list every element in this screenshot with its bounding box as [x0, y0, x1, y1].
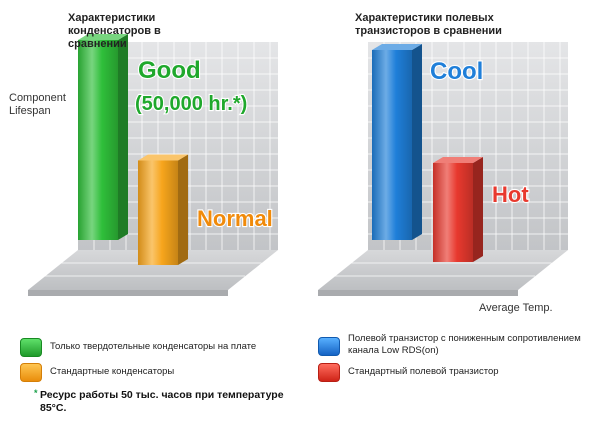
legend-item-solid-caps: Только твердотельные конденсаторы на пла…	[20, 338, 310, 357]
legend-item-standard-caps: Стандартные конденсаторы	[20, 363, 310, 382]
bar-standard-fet	[433, 163, 473, 262]
bar-solid-caps	[78, 40, 118, 240]
capacitor-y-axis-label: Component Lifespan	[9, 92, 79, 118]
red-swatch	[318, 363, 340, 382]
footnote-text: Ресурс работы 50 тыс. часов при температ…	[40, 389, 284, 414]
mosfet-x-axis-label: Average Temp.	[479, 302, 553, 315]
legend-item-standard-fet: Стандартный полевой транзистор	[318, 363, 598, 382]
bar-solid-caps-side	[118, 34, 128, 240]
legend-label: Стандартные конденсаторы	[50, 363, 174, 378]
orange-swatch	[20, 363, 42, 382]
label-hot: Hot	[492, 182, 529, 207]
panel-floor-edge	[318, 290, 518, 296]
bar-standard-fet-side	[473, 157, 483, 262]
capacitor-chart-title: Характеристики конденсаторов в сравнении	[68, 12, 208, 51]
panel-floor-edge	[28, 290, 228, 296]
label-cool: Cool	[430, 58, 483, 85]
legend-label: Только твердотельные конденсаторы на пла…	[50, 338, 256, 353]
bar-standard-caps-side	[178, 155, 188, 266]
legend-item-low-rds: Полевой транзистор с пониженным сопротив…	[318, 333, 598, 357]
bar-standard-caps	[138, 161, 178, 266]
blue-swatch	[318, 337, 340, 356]
legend-label: Стандартный полевой транзистор	[348, 363, 499, 378]
mosfet-chart-title: Характеристики полевых транзисторов в ср…	[355, 12, 545, 38]
bar-low-rds-side	[412, 44, 422, 240]
label-good-hours: (50,000 hr.*)	[135, 93, 247, 115]
footnote-marker: *	[34, 387, 38, 400]
label-good: Good	[138, 57, 201, 84]
legend-label: Полевой транзистор с пониженным сопротив…	[348, 333, 598, 357]
label-normal: Normal	[197, 206, 273, 231]
footnote: * Ресурс работы 50 тыс. часов при темпер…	[40, 389, 300, 415]
green-swatch	[20, 338, 42, 357]
bar-low-rds	[372, 50, 412, 240]
